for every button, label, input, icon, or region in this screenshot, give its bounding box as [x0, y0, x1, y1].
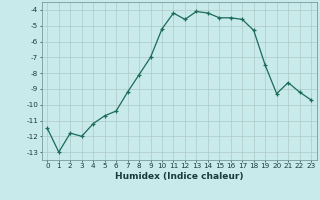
X-axis label: Humidex (Indice chaleur): Humidex (Indice chaleur) — [115, 172, 244, 181]
